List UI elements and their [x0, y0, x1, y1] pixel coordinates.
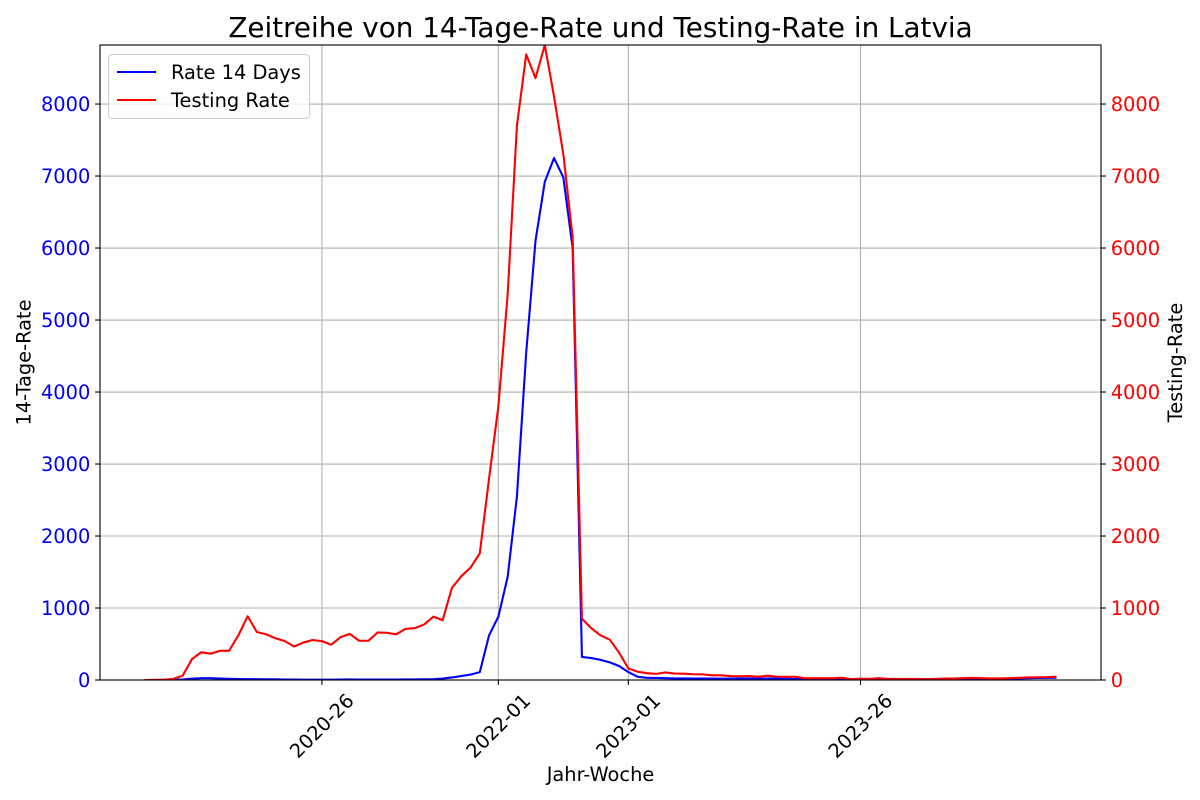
legend-label-testing-rate: Testing Rate — [170, 89, 290, 112]
plot-area — [100, 45, 1101, 680]
grid — [100, 45, 1101, 681]
right-y-tick-label: 5000 — [1111, 309, 1160, 332]
left-y-axis: 0 1000 2000 3000 4000 5000 6000 7000 8000 — [41, 93, 100, 692]
right-y-tick-label: 6000 — [1111, 237, 1160, 260]
right-y-axis-label: Testing-Rate — [1164, 303, 1187, 424]
right-y-tick-label: 0 — [1111, 669, 1123, 692]
right-y-tick-label: 3000 — [1111, 453, 1160, 476]
left-y-tick-label: 4000 — [41, 381, 90, 404]
left-y-tick-label: 2000 — [41, 525, 90, 548]
series-line-testing-rate — [144, 45, 1057, 680]
right-y-tick-label: 7000 — [1111, 165, 1160, 188]
right-y-tick-label: 1000 — [1111, 597, 1160, 620]
right-y-axis: 0 1000 2000 3000 4000 5000 6000 7000 8000 — [1101, 93, 1160, 692]
right-y-tick-label: 8000 — [1111, 93, 1160, 116]
left-y-tick-label: 8000 — [41, 93, 90, 116]
left-y-tick-label: 5000 — [41, 309, 90, 332]
left-y-tick-label: 1000 — [41, 597, 90, 620]
left-y-axis-label: 14-Tage-Rate — [13, 299, 36, 425]
plot-frame — [99, 44, 1102, 681]
left-y-tick-label: 0 — [78, 669, 90, 692]
left-y-tick-label: 6000 — [41, 237, 90, 260]
left-y-tick-label: 7000 — [41, 165, 90, 188]
legend-label-rate-14-days: Rate 14 Days — [171, 61, 301, 84]
right-y-tick-label: 4000 — [1111, 381, 1160, 404]
left-y-tick-label: 3000 — [41, 453, 90, 476]
legend: Rate 14 Days Testing Rate — [107, 53, 311, 120]
legend-box — [107, 53, 311, 120]
right-y-tick-label: 2000 — [1111, 525, 1160, 548]
x-axis-label: Jahr-Woche — [546, 763, 655, 786]
chart-title: Zeitreihe von 14-Tage-Rate und Testing-R… — [228, 11, 972, 44]
